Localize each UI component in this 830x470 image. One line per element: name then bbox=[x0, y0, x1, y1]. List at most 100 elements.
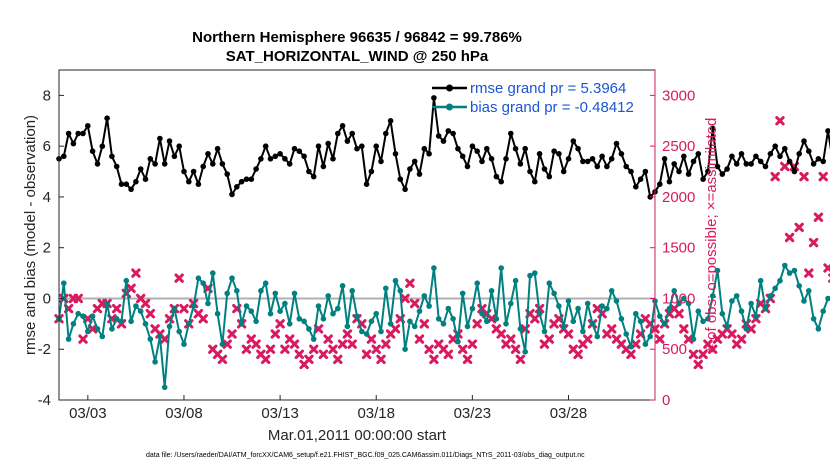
rmse-point bbox=[354, 145, 360, 152]
rmse-point bbox=[378, 158, 384, 165]
bias-point bbox=[455, 338, 461, 345]
bias-point bbox=[325, 293, 332, 299]
bias-point bbox=[541, 328, 548, 335]
bias-series bbox=[56, 262, 830, 391]
rmse-point bbox=[450, 130, 456, 137]
rmse-point bbox=[286, 161, 293, 167]
rmse-point bbox=[325, 140, 332, 147]
bias-point bbox=[383, 285, 389, 292]
obs-assimilated-point bbox=[78, 334, 88, 344]
bias-point bbox=[421, 293, 428, 299]
obs-assimilated-point bbox=[515, 354, 526, 365]
rmse-point bbox=[757, 158, 764, 165]
bias-point bbox=[551, 290, 557, 297]
right-tick-label: 1000 bbox=[662, 290, 695, 307]
rmse-point bbox=[267, 156, 274, 162]
x-tick-label: 03/23 bbox=[454, 405, 492, 422]
rmse-point bbox=[113, 163, 120, 170]
bias-point bbox=[378, 328, 384, 335]
chart-title: Northern Hemisphere 96635 / 96842 = 99.7… bbox=[192, 29, 522, 46]
bias-point bbox=[85, 328, 91, 335]
y-axis-label-left: rmse and bias (model - observation) bbox=[22, 115, 39, 355]
rmse-point bbox=[320, 163, 327, 170]
rmse-point bbox=[695, 151, 702, 157]
rmse-point bbox=[147, 156, 154, 162]
bias-point bbox=[532, 270, 538, 276]
bias-point bbox=[604, 305, 610, 312]
bias-point bbox=[161, 384, 168, 391]
obs-assimilated-point bbox=[496, 329, 506, 339]
rmse-point bbox=[724, 166, 730, 172]
obs-assimilated-point bbox=[251, 339, 261, 349]
obs-assimilated-point bbox=[265, 344, 276, 354]
bias-point bbox=[733, 293, 740, 299]
bias-point bbox=[762, 305, 769, 312]
rmse-point bbox=[359, 143, 365, 149]
bias-point bbox=[580, 328, 586, 335]
obs-assimilated-point bbox=[683, 334, 694, 344]
rmse-point bbox=[238, 178, 245, 185]
bias-point bbox=[676, 300, 682, 307]
bias-point bbox=[89, 313, 96, 320]
bias-point bbox=[363, 331, 370, 337]
rmse-point bbox=[810, 161, 817, 167]
bias-point bbox=[359, 328, 365, 335]
bias-point bbox=[782, 262, 788, 269]
rmse-point bbox=[560, 168, 567, 175]
bias-point bbox=[719, 310, 726, 317]
bias-point bbox=[397, 288, 404, 294]
obs-assimilated-point bbox=[280, 344, 290, 354]
rmse-point bbox=[791, 168, 798, 175]
rmse-point bbox=[637, 176, 644, 182]
bias-point bbox=[176, 328, 182, 335]
bias-point bbox=[628, 343, 634, 350]
bias-point bbox=[488, 288, 495, 294]
bias-point bbox=[320, 316, 327, 322]
bias-point bbox=[810, 316, 817, 322]
rmse-point bbox=[166, 138, 173, 144]
rmse-point bbox=[676, 168, 682, 175]
bias-point bbox=[157, 333, 163, 340]
bias-point bbox=[205, 300, 211, 307]
right-tick-label: 2000 bbox=[662, 189, 695, 206]
rmse-point bbox=[642, 168, 649, 175]
rmse-point bbox=[142, 176, 149, 182]
rmse-point bbox=[738, 151, 745, 157]
rmse-point bbox=[532, 178, 538, 185]
rmse-point bbox=[181, 168, 187, 175]
bias-point bbox=[373, 310, 380, 317]
rmse-point bbox=[709, 125, 716, 132]
legend-bias-label: bias grand pr = -0.48412 bbox=[470, 99, 634, 116]
obs-assimilated-point bbox=[784, 232, 795, 243]
bias-point bbox=[757, 277, 764, 284]
rmse-point bbox=[512, 145, 519, 152]
rmse-point bbox=[402, 186, 408, 193]
bias-point bbox=[599, 303, 605, 309]
bias-point bbox=[147, 336, 154, 342]
rmse-point bbox=[762, 163, 769, 170]
bias-point bbox=[724, 323, 730, 330]
rmse-point bbox=[604, 163, 610, 170]
obs-assimilated-point bbox=[780, 161, 790, 172]
obs-assimilated-point bbox=[775, 116, 785, 126]
obs-assimilated-point bbox=[140, 298, 151, 309]
rmse-point bbox=[820, 158, 826, 165]
bias-point bbox=[484, 318, 490, 325]
rmse-point bbox=[214, 145, 221, 152]
legend-bias-marker bbox=[446, 103, 453, 111]
rmse-point bbox=[363, 181, 370, 187]
bias-point bbox=[171, 305, 178, 312]
bias-point bbox=[450, 316, 456, 322]
chart-subtitle: SAT_HORIZONTAL_WIND @ 250 hPa bbox=[226, 48, 489, 65]
obs-assimilated-point bbox=[294, 349, 305, 360]
bias-point bbox=[291, 290, 298, 297]
bias-point bbox=[815, 326, 822, 332]
bias-point bbox=[772, 285, 778, 292]
rmse-point bbox=[522, 145, 528, 152]
bias-point bbox=[825, 295, 830, 302]
left-tick-label: 6 bbox=[43, 138, 51, 155]
bias-point bbox=[238, 321, 245, 327]
bias-point bbox=[286, 321, 293, 327]
bias-point bbox=[253, 318, 259, 325]
obs-assimilated-point bbox=[371, 344, 381, 354]
